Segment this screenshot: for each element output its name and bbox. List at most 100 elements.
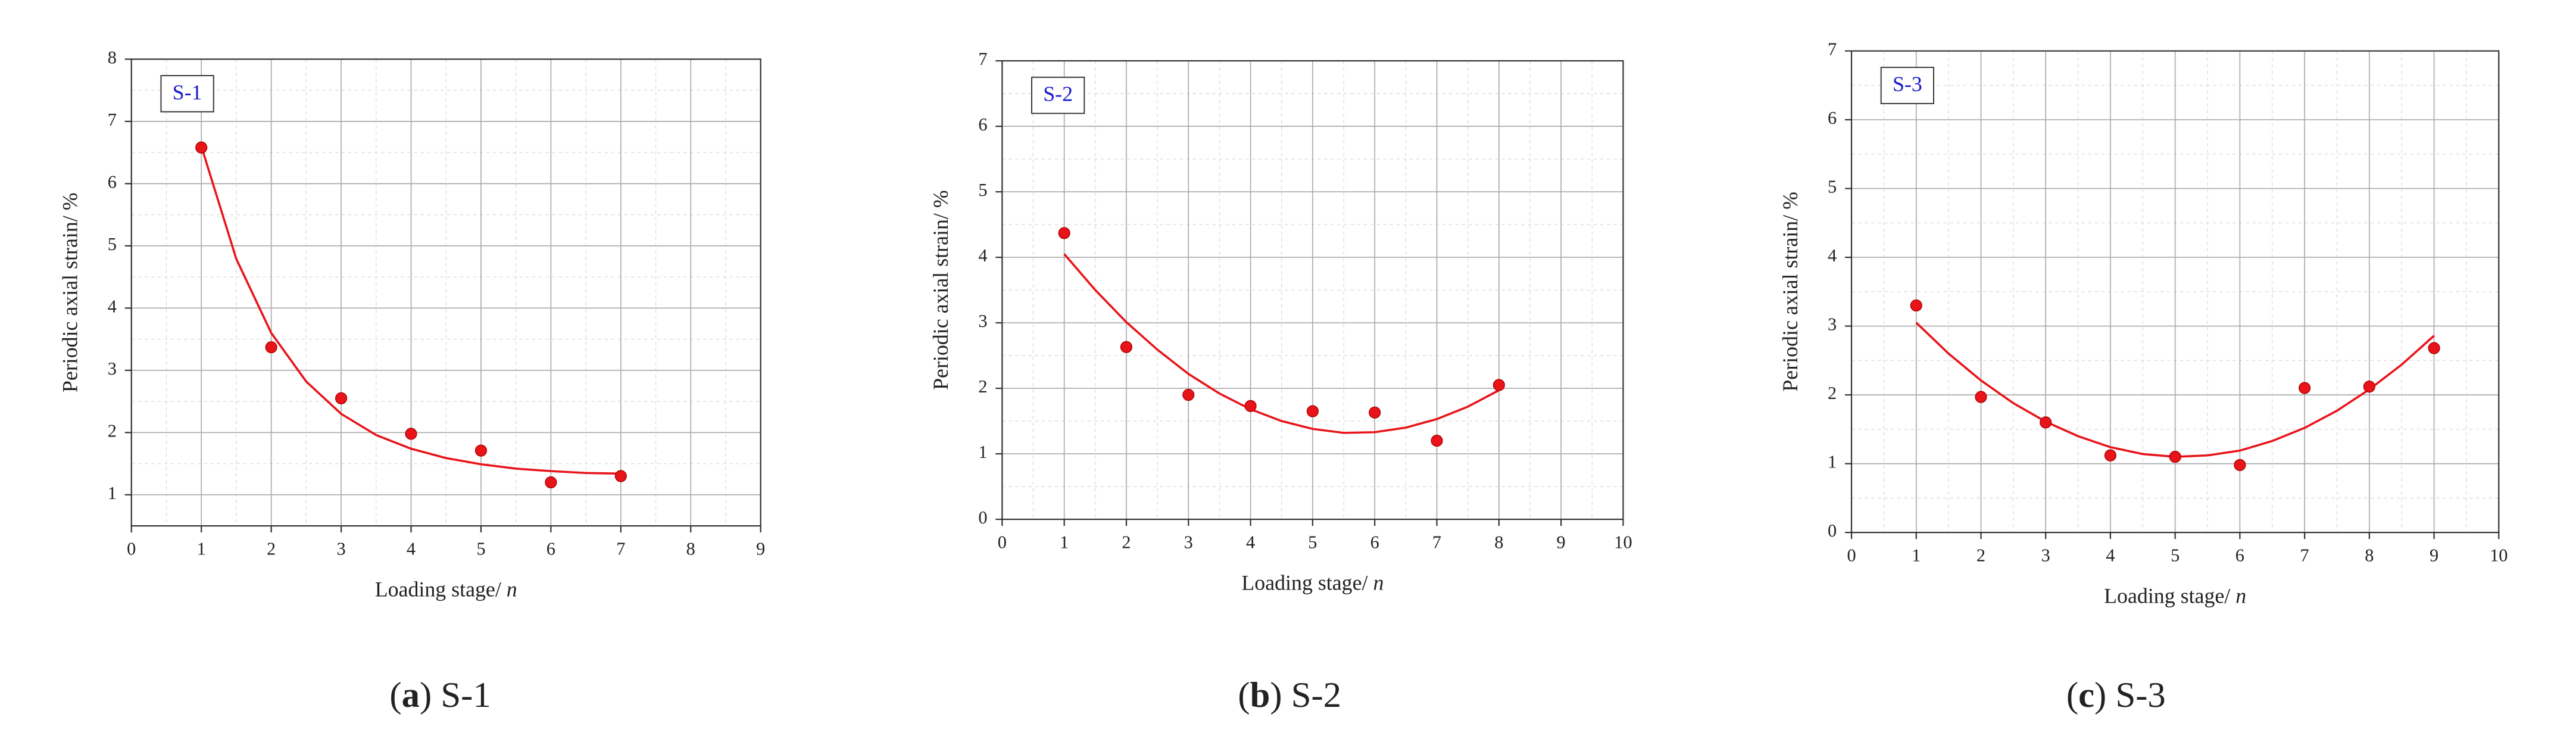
x-tick-label: 8 [686, 538, 695, 559]
x-tick-label: 6 [547, 538, 555, 559]
fit-curve [1063, 253, 1500, 434]
x-tick-label: 3 [336, 538, 345, 559]
x-tick-label: 7 [616, 538, 625, 559]
x-axis-label-var: n [507, 578, 517, 601]
plot-frame [130, 58, 761, 527]
y-tick-label: 8 [108, 47, 117, 67]
y-tick-label: 6 [978, 114, 987, 135]
plot-frame [1001, 60, 1624, 520]
x-axis-label: Loading stage/ n [2104, 584, 2246, 608]
x-tick-label: 9 [756, 538, 765, 559]
data-point [265, 341, 277, 354]
legend-label: S-2 [1043, 82, 1073, 106]
x-tick-label: 1 [1060, 532, 1069, 552]
caption-paren: ) [1270, 675, 1291, 715]
fit-curve [200, 146, 621, 475]
data-point [1492, 379, 1505, 391]
x-axis-label-var: n [1373, 571, 1384, 595]
y-tick-label: 1 [978, 442, 987, 462]
y-tick-label: 0 [978, 507, 987, 528]
data-point [2234, 459, 2246, 472]
data-point [1244, 400, 1257, 412]
plot-frame [1850, 50, 2500, 534]
y-tick-label: 7 [978, 49, 987, 69]
x-tick-label: 7 [2300, 545, 2309, 565]
x-tick-label: 10 [1614, 532, 1632, 552]
data-point [2299, 382, 2311, 394]
chart: 0 1 2 3 4 5 6 7 8 9 1 2 3 4 5 6 7 8 Loading stage/ n Period… [58, 47, 766, 715]
caption-paren: ( [389, 675, 401, 715]
x-tick-label: 2 [1977, 545, 1985, 565]
legend: S-1 [160, 75, 214, 113]
legend: S-2 [1031, 76, 1085, 114]
caption-paren: ) [2094, 675, 2115, 715]
data-point [1975, 391, 1987, 403]
x-tick-label: 8 [2365, 545, 2374, 565]
caption-letter: a [402, 675, 420, 715]
x-axis-label-text: Loading stage/ [375, 578, 507, 601]
y-tick-label: 4 [978, 245, 987, 266]
data-point [1182, 389, 1195, 401]
caption-paren: ) [420, 675, 441, 715]
caption-paren: ( [2066, 675, 2078, 715]
y-tick-label: 5 [978, 180, 987, 200]
x-tick-label: 0 [127, 538, 136, 559]
x-axis-label: Loading stage/ n [375, 578, 517, 601]
x-tick-label: 0 [998, 532, 1007, 552]
x-tick-label: 7 [1432, 532, 1441, 552]
data-point [1120, 341, 1133, 353]
x-axis-label-var: n [2235, 584, 2246, 608]
caption: (a) S-1 [389, 675, 491, 715]
data-point [2104, 449, 2117, 462]
x-tick-label: 4 [2106, 545, 2115, 565]
y-tick-label: 0 [1828, 520, 1837, 541]
x-axis-label-text: Loading stage/ [1241, 571, 1373, 595]
y-tick-label: 2 [108, 420, 117, 441]
data-point [2169, 450, 2181, 463]
data-point [474, 444, 488, 457]
x-tick-label: 10 [2490, 545, 2508, 565]
x-tick-label: 8 [1494, 532, 1503, 552]
x-tick-label: 0 [1847, 545, 1856, 565]
legend-label: S-3 [1893, 72, 1922, 96]
y-tick-label: 7 [108, 110, 117, 130]
y-tick-label: 4 [1828, 245, 1837, 266]
legend-label: S-1 [173, 80, 202, 104]
x-tick-label: 4 [407, 538, 416, 559]
y-tick-label: 5 [1828, 177, 1837, 197]
x-tick-label: 9 [2430, 545, 2438, 565]
x-tick-label: 5 [1308, 532, 1317, 552]
legend: S-3 [1880, 67, 1934, 104]
caption-text: S-2 [1291, 675, 1341, 715]
y-tick-label: 6 [108, 172, 117, 192]
caption-text: S-1 [441, 675, 491, 715]
chart: 0 1 2 3 4 5 6 7 8 9 10 0 1 2 3 4 5 6 7 Loading stage/ n Peri… [1778, 39, 2508, 715]
caption-letter: c [2078, 675, 2094, 715]
data-point [195, 141, 208, 154]
x-tick-label: 2 [1122, 532, 1131, 552]
y-tick-label: 3 [978, 311, 987, 331]
x-tick-label: 5 [2171, 545, 2180, 565]
y-tick-label: 4 [108, 296, 117, 316]
x-tick-label: 3 [2041, 545, 2050, 565]
data-point [335, 392, 348, 404]
data-point [1369, 406, 1381, 419]
x-tick-label: 6 [1370, 532, 1379, 552]
legend-box [1880, 67, 1934, 104]
chart: 0 1 2 3 4 5 6 7 8 9 10 0 1 2 3 4 5 6 7 Loading stage/ n Peri… [929, 49, 1632, 715]
data-point [2040, 416, 2052, 429]
data-point [1306, 405, 1319, 417]
y-axis-label: Periodic axial strain/ % [58, 192, 82, 392]
y-tick-label: 1 [1828, 452, 1837, 472]
y-tick-label: 3 [1828, 314, 1837, 335]
x-tick-label: 6 [2235, 545, 2244, 565]
data-point [1431, 434, 1443, 447]
x-axis-label: Loading stage/ n [1241, 571, 1384, 595]
legend-box [160, 75, 214, 113]
data-point [2363, 381, 2375, 393]
x-tick-label: 3 [1184, 532, 1193, 552]
x-tick-label: 9 [1557, 532, 1566, 552]
x-tick-label: 4 [1246, 532, 1255, 552]
